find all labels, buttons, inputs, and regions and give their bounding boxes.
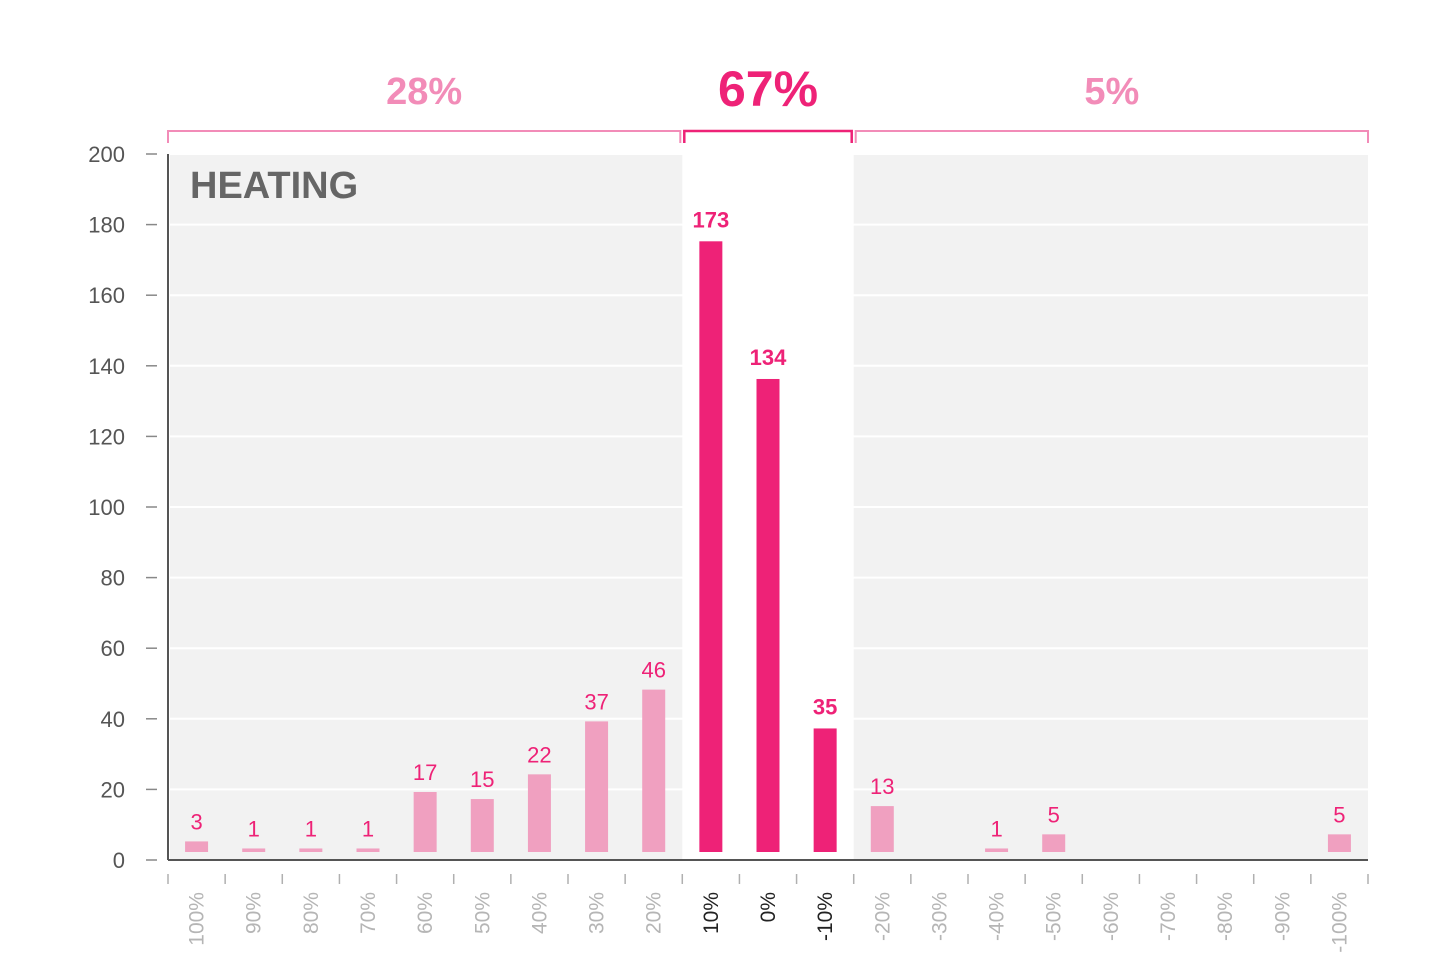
x-tick-label: -30% <box>928 892 951 941</box>
bars <box>185 241 1351 852</box>
group-label-right: 5% <box>1084 71 1139 113</box>
x-tick-label: 0% <box>757 892 780 922</box>
group-brackets: 28% 67% 5% <box>167 61 1369 143</box>
x-tick-label: 60% <box>414 892 437 934</box>
value-label: 35 <box>813 694 837 719</box>
x-tick-label: -10% <box>814 892 837 941</box>
x-tick-label: 10% <box>700 892 723 934</box>
bracket-left <box>167 130 682 143</box>
y-tick-label: 100 <box>88 495 125 520</box>
value-label: 46 <box>641 658 665 683</box>
x-tick-label: 30% <box>586 892 609 934</box>
x-tick-label: 40% <box>528 892 551 934</box>
y-tick-label: 200 <box>88 142 125 167</box>
y-tick-label: 40 <box>101 707 125 732</box>
x-tick-label: 70% <box>357 892 380 934</box>
value-label: 15 <box>470 767 494 792</box>
value-label: 134 <box>750 345 787 370</box>
value-label: 17 <box>413 760 437 785</box>
x-tick-label: -90% <box>1271 892 1294 941</box>
x-tick-label: 100% <box>186 892 209 946</box>
x-tick-label: 50% <box>471 892 494 934</box>
x-tick-label: 80% <box>300 892 323 934</box>
y-axis: 0 20 40 60 80 100 120 140 160 180 200 <box>88 142 157 873</box>
bar <box>185 841 209 852</box>
value-label: 173 <box>692 207 729 232</box>
value-label: 13 <box>870 774 894 799</box>
value-label: 1 <box>248 816 260 841</box>
value-label: 5 <box>1333 802 1345 827</box>
x-tick-label: 90% <box>243 892 266 934</box>
x-tick-label: -50% <box>1043 892 1066 941</box>
y-tick-label: 140 <box>88 354 125 379</box>
bar <box>870 806 894 852</box>
bar <box>699 241 723 852</box>
bracket-center <box>683 129 853 143</box>
chart-title: HEATING <box>190 165 358 207</box>
bar <box>585 721 609 852</box>
y-tick-label: 120 <box>88 424 125 449</box>
group-label-left: 28% <box>386 71 462 113</box>
value-label: 3 <box>190 809 202 834</box>
bar <box>813 728 837 852</box>
value-label: 37 <box>584 689 608 714</box>
bar <box>985 848 1009 852</box>
x-tick-label: -80% <box>1214 892 1237 941</box>
bar <box>1327 834 1351 852</box>
value-label: 5 <box>1048 802 1060 827</box>
x-tick-label: -100% <box>1328 892 1351 953</box>
x-axis: 100% 90% 80% 70% 60% 50% 40% 30% 20% 10% 0% -10% -20… <box>167 874 1369 953</box>
x-tick-label: -70% <box>1157 892 1180 941</box>
bar <box>527 774 551 852</box>
y-tick-label: 20 <box>101 777 125 802</box>
y-tick-label: 60 <box>101 636 125 661</box>
y-tick-label: 160 <box>88 283 125 308</box>
bar <box>299 848 323 852</box>
group-label-center: 67% <box>718 61 818 117</box>
bar <box>356 848 380 852</box>
value-label: 1 <box>362 816 374 841</box>
bar <box>470 799 494 852</box>
bar <box>756 378 780 852</box>
y-tick-label: 180 <box>88 213 125 238</box>
bar <box>242 848 266 852</box>
y-tick-label: 0 <box>113 848 125 873</box>
x-tick-label: 20% <box>643 892 666 934</box>
x-tick-label: -40% <box>986 892 1009 941</box>
bar <box>1042 834 1066 852</box>
x-tick-label: -60% <box>1100 892 1123 941</box>
x-tick-label: -20% <box>871 892 894 941</box>
axes <box>167 154 1368 861</box>
value-label: 1 <box>990 816 1002 841</box>
value-label: 1 <box>305 816 317 841</box>
bar <box>413 791 437 852</box>
bracket-right <box>854 130 1369 143</box>
bar <box>642 689 666 852</box>
value-label: 22 <box>527 742 551 767</box>
y-tick-label: 80 <box>101 566 125 591</box>
